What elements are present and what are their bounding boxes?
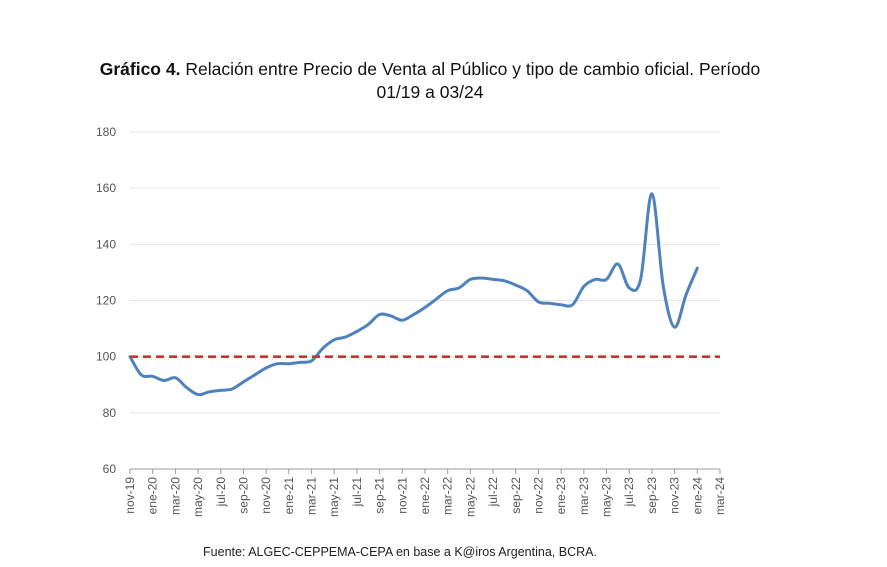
x-tick-label-nov-22: nov-22 bbox=[531, 477, 545, 514]
y-tick-label-160: 160 bbox=[96, 181, 116, 195]
x-tick-label-mar-20: mar-20 bbox=[168, 477, 182, 515]
source-note: Fuente: ALGEC-CEPPEMA-CEPA en base a K@i… bbox=[203, 545, 597, 559]
x-tick-label-jul-20: jul-20 bbox=[214, 477, 228, 508]
x-tick-label-nov-20: nov-20 bbox=[259, 477, 273, 514]
chart-title-prefix: Gráfico 4. bbox=[99, 59, 181, 79]
chart-title-line2: 01/19 a 03/24 bbox=[376, 82, 484, 102]
x-tick-label-sep-20: sep-20 bbox=[236, 477, 250, 514]
x-tick-label-ene-21: ene-21 bbox=[282, 477, 296, 515]
x-tick-label-may-20: may-20 bbox=[191, 477, 205, 517]
x-tick-label-may-21: may-21 bbox=[327, 477, 341, 517]
x-tick-label-mar-24: mar-24 bbox=[713, 477, 727, 515]
x-tick-label-mar-23: mar-23 bbox=[577, 477, 591, 515]
x-tick-label-nov-19: nov-19 bbox=[123, 477, 137, 514]
x-tick-label-jul-23: jul-23 bbox=[622, 477, 636, 508]
chart-title: Gráfico 4. Relación entre Precio de Vent… bbox=[40, 58, 820, 104]
x-tick-label-ene-20: ene-20 bbox=[146, 477, 160, 515]
y-tick-label-60: 60 bbox=[103, 462, 117, 476]
x-tick-label-sep-23: sep-23 bbox=[645, 477, 659, 514]
y-tick-label-180: 180 bbox=[96, 125, 116, 139]
y-tick-label-120: 120 bbox=[96, 294, 116, 308]
y-tick-label-100: 100 bbox=[96, 350, 116, 364]
x-tick-label-ene-22: ene-22 bbox=[418, 477, 432, 515]
x-tick-label-ene-24: ene-24 bbox=[690, 477, 704, 515]
y-tick-label-80: 80 bbox=[103, 406, 117, 420]
x-tick-label-sep-22: sep-22 bbox=[509, 477, 523, 514]
x-tick-label-nov-23: nov-23 bbox=[668, 477, 682, 514]
x-tick-label-mar-21: mar-21 bbox=[305, 477, 319, 515]
chart-title-line1: Relación entre Precio de Venta al Públic… bbox=[185, 59, 761, 79]
x-tick-label-jul-22: jul-22 bbox=[486, 477, 500, 508]
x-tick-label-may-23: may-23 bbox=[600, 477, 614, 517]
x-tick-label-ene-23: ene-23 bbox=[554, 477, 568, 515]
x-tick-label-jul-21: jul-21 bbox=[350, 477, 364, 508]
x-tick-label-may-22: may-22 bbox=[463, 477, 477, 517]
x-tick-label-nov-21: nov-21 bbox=[395, 477, 409, 514]
y-tick-label-140: 140 bbox=[96, 237, 116, 251]
series-line-0 bbox=[128, 192, 699, 397]
x-tick-label-mar-22: mar-22 bbox=[441, 477, 455, 515]
x-tick-label-sep-21: sep-21 bbox=[373, 477, 387, 514]
